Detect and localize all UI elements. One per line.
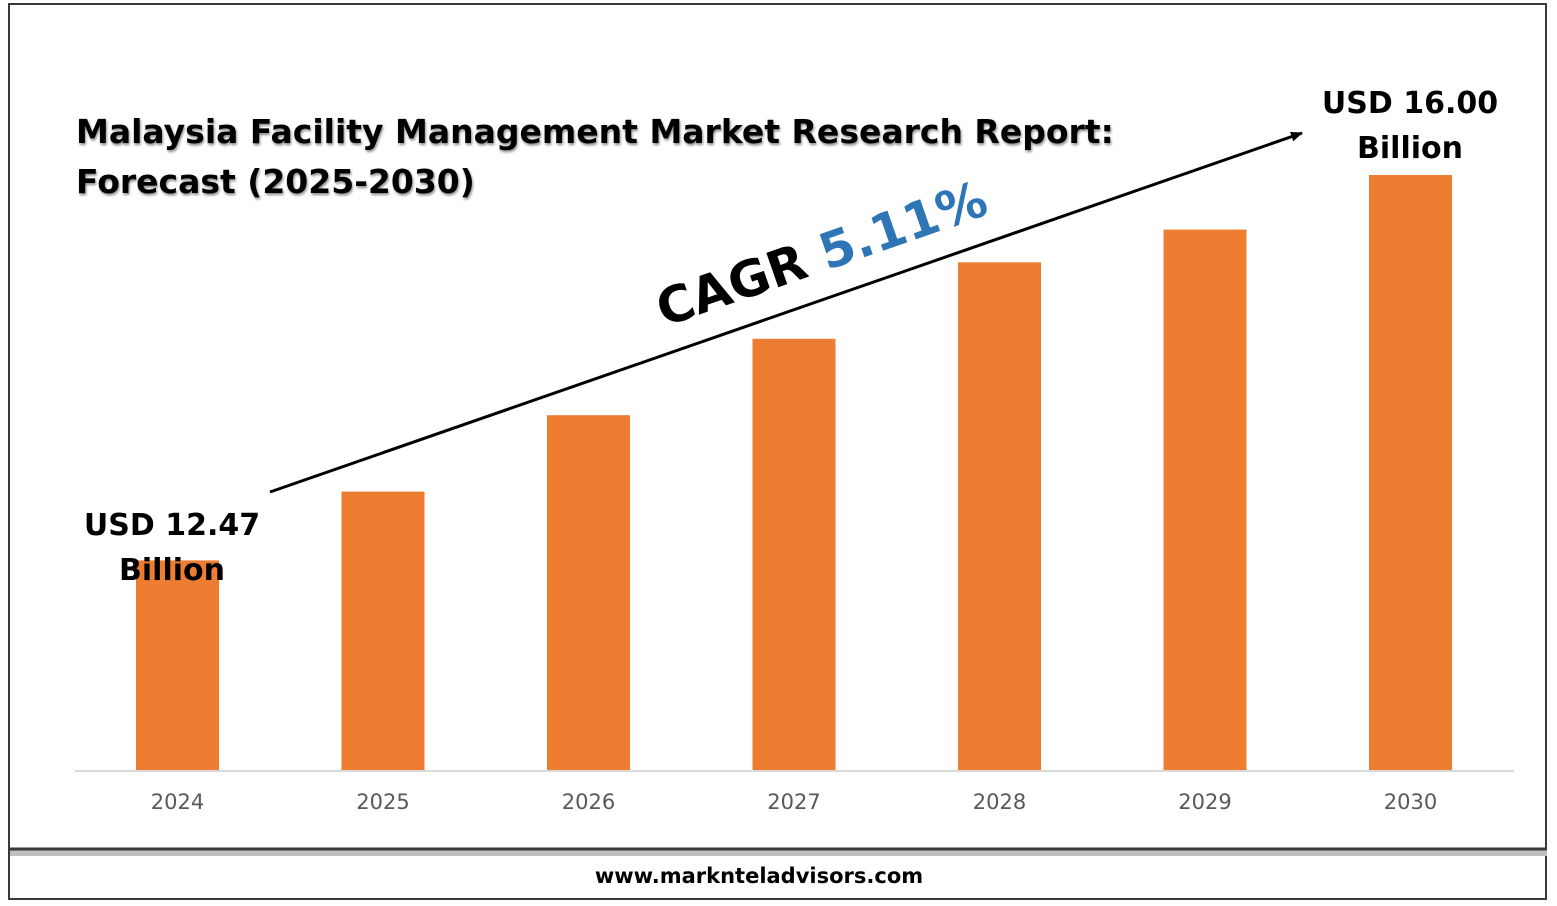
growth-arrow xyxy=(269,131,1303,494)
bars-group xyxy=(136,175,1452,771)
x-tick-label-2028: 2028 xyxy=(973,790,1026,814)
start-value-label-line2: Billion xyxy=(119,553,225,588)
x-tick-label-2024: 2024 xyxy=(151,790,204,814)
bar-2025 xyxy=(341,491,425,770)
footer-divider-shadow xyxy=(10,850,1547,856)
bar-2024 xyxy=(136,560,219,770)
bar-2030 xyxy=(1369,175,1452,770)
chart-title-line2: Forecast (2025-2030) xyxy=(76,162,475,201)
bar-2029 xyxy=(1163,229,1247,771)
cagr-prefix: CAGR xyxy=(649,233,814,339)
x-tick-label-2027: 2027 xyxy=(767,790,820,814)
x-tick-label-2030: 2030 xyxy=(1384,790,1437,814)
x-tick-label-2026: 2026 xyxy=(562,790,615,814)
chart-title-line1: Malaysia Facility Management Market Rese… xyxy=(76,112,1114,151)
bar-2027 xyxy=(752,338,836,770)
footer-website[interactable]: www.marknteladvisors.com xyxy=(595,864,923,888)
bar-2026 xyxy=(547,415,630,770)
bar-2028 xyxy=(958,262,1041,770)
end-value-label-line2: Billion xyxy=(1357,131,1463,166)
x-tick-labels: 2024 2025 2026 2027 2028 2029 2030 xyxy=(151,790,1437,814)
start-value-label-line1: USD 12.47 xyxy=(84,508,260,543)
end-value-label-line1: USD 16.00 xyxy=(1322,86,1498,121)
x-tick-label-2029: 2029 xyxy=(1178,790,1231,814)
x-tick-label-2025: 2025 xyxy=(356,790,409,814)
cagr-label: CAGR 5.11% xyxy=(649,170,995,339)
